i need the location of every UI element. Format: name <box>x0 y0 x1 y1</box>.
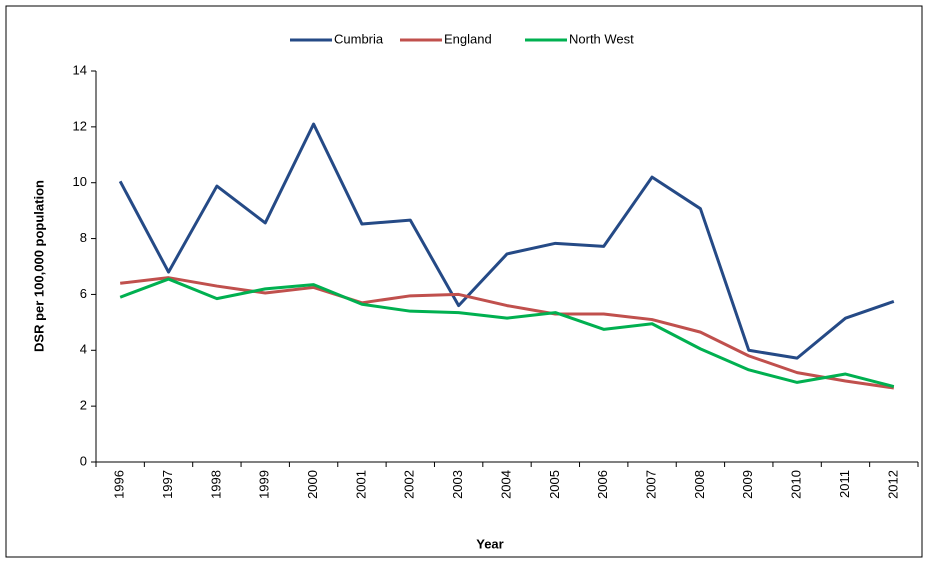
x-axis-label: Year <box>476 536 503 551</box>
x-tick-label: 2000 <box>305 470 320 499</box>
y-tick-label: 12 <box>73 118 87 133</box>
legend-label: North West <box>569 31 634 46</box>
x-tick-label: 2008 <box>692 470 707 499</box>
x-tick-label: 2002 <box>402 470 417 499</box>
y-tick-label: 8 <box>80 230 87 245</box>
y-axis-label: DSR per 100,000 population <box>31 180 46 352</box>
y-tick-label: 6 <box>80 286 87 301</box>
legend-label: England <box>444 31 492 46</box>
x-tick-label: 2004 <box>498 470 513 499</box>
x-tick-label: 2006 <box>595 470 610 499</box>
y-tick-label: 2 <box>80 398 87 413</box>
legend-label: Cumbria <box>334 31 384 46</box>
x-tick-label: 2007 <box>643 470 658 499</box>
x-tick-label: 1999 <box>257 470 272 499</box>
series-line <box>118 122 895 360</box>
x-tick-label: 2009 <box>740 470 755 499</box>
series-line <box>119 277 895 389</box>
y-tick-label: 14 <box>73 62 87 77</box>
x-tick-label: 2001 <box>353 470 368 499</box>
x-tick-label: 2010 <box>789 470 804 499</box>
x-tick-label: 2005 <box>547 470 562 499</box>
x-tick-label: 2003 <box>450 470 465 499</box>
x-tick-label: 2011 <box>837 470 852 498</box>
x-tick-label: 1997 <box>160 470 175 499</box>
y-tick-label: 4 <box>80 342 87 357</box>
x-tick-label: 1998 <box>208 470 223 499</box>
x-tick-label: 1996 <box>112 470 127 499</box>
x-tick-label: 2012 <box>885 470 900 499</box>
y-tick-label: 10 <box>73 174 87 189</box>
y-tick-label: 0 <box>80 453 87 468</box>
